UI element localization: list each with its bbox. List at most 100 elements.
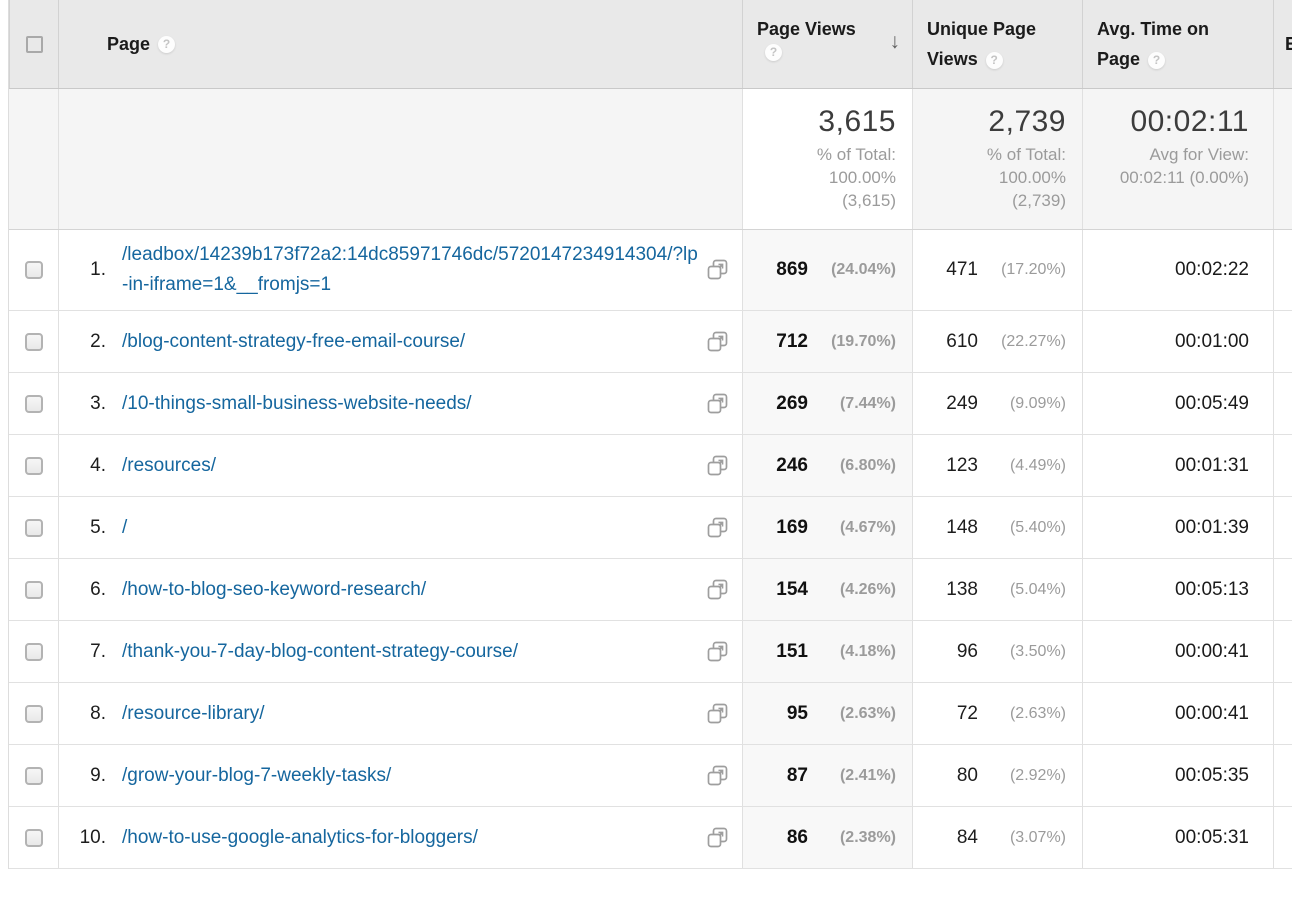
avg-time-value: 00:01:31 xyxy=(1082,435,1273,496)
unique-page-views-pct: (3.50%) xyxy=(1009,642,1066,660)
page-link[interactable]: /leadbox/14239b173f72a2:14dc85971746dc/5… xyxy=(122,244,698,295)
table-body: 1. /leadbox/14239b173f72a2:14dc85971746d… xyxy=(9,230,1292,869)
row-page-cell: 8. /resource-library/ xyxy=(58,683,742,744)
page-views-value: 86 xyxy=(786,826,808,848)
unique-page-views-value: 72 xyxy=(956,702,978,724)
help-icon[interactable]: ? xyxy=(158,35,176,53)
row-unique-page-views-cell: 72 (2.63%) xyxy=(912,683,1082,744)
row-checkbox[interactable] xyxy=(24,394,43,413)
open-in-new-icon[interactable] xyxy=(707,703,728,724)
row-check-cell xyxy=(9,621,58,682)
open-in-new-icon[interactable] xyxy=(707,517,728,538)
open-in-new-icon[interactable] xyxy=(707,579,728,600)
page-views-pct: (24.04%) xyxy=(831,261,896,278)
page-views-value: 95 xyxy=(786,702,808,724)
row-unique-page-views-cell: 123 (4.49%) xyxy=(912,435,1082,496)
row-unique-page-views-cell: 610 (22.27%) xyxy=(912,311,1082,372)
open-in-new-icon[interactable] xyxy=(707,455,728,476)
row-rank: 5. xyxy=(90,516,106,538)
page-views-value: 154 xyxy=(776,578,808,600)
page-link[interactable]: /how-to-blog-seo-keyword-research/ xyxy=(122,578,427,600)
unique-page-views-pct: (4.49%) xyxy=(1009,456,1066,474)
sort-descending-icon[interactable]: ↓ xyxy=(889,30,901,53)
row-page-views-cell: 95 (2.63%) xyxy=(742,683,912,744)
unique-page-views-value: 471 xyxy=(946,259,978,280)
row-page-views-cell: 269 (7.44%) xyxy=(742,373,912,434)
unique-page-views-pct: (22.27%) xyxy=(1001,332,1066,350)
row-checkbox[interactable] xyxy=(24,766,43,785)
column-header-unique-page-views[interactable]: Unique Page Views? xyxy=(912,0,1082,88)
page-views-pct: (19.70%) xyxy=(831,332,896,350)
row-checkbox[interactable] xyxy=(24,332,43,351)
unique-page-views-total: 2,739 xyxy=(988,105,1066,138)
avg-time-value: 00:02:22 xyxy=(1082,230,1273,310)
row-page-cell: 3. /10-things-small-business-website-nee… xyxy=(58,373,742,434)
unique-page-views-pct: (2.92%) xyxy=(1009,766,1066,784)
row-checkbox[interactable] xyxy=(24,518,43,537)
row-rank: 6. xyxy=(90,578,106,600)
row-page-views-cell: 87 (2.41%) xyxy=(742,745,912,806)
row-next-cell xyxy=(1273,621,1292,682)
help-icon[interactable]: ? xyxy=(765,44,782,61)
row-rank: 7. xyxy=(90,640,106,662)
open-in-new-icon[interactable] xyxy=(707,765,728,786)
unique-page-views-pct: (5.40%) xyxy=(1009,518,1066,536)
page-views-pct: (2.41%) xyxy=(839,766,896,784)
row-check-cell xyxy=(9,435,58,496)
row-checkbox[interactable] xyxy=(24,704,43,723)
table-row: 2. /blog-content-strategy-free-email-cou… xyxy=(9,311,1292,373)
row-unique-page-views-cell: 148 (5.40%) xyxy=(912,497,1082,558)
page-column-label: Page xyxy=(107,34,151,54)
open-in-new-icon[interactable] xyxy=(707,331,728,352)
table-header-row: Page ? Page Views? ↓ Unique Page Views? … xyxy=(9,0,1292,89)
column-header-page-views[interactable]: Page Views? ↓ xyxy=(742,0,912,88)
row-checkbox[interactable] xyxy=(24,642,43,661)
unique-page-views-pct: (17.20%) xyxy=(1001,261,1066,278)
page-link[interactable]: /resource-library/ xyxy=(122,702,265,724)
page-link[interactable]: /thank-you-7-day-blog-content-strategy-c… xyxy=(122,640,519,662)
help-icon[interactable]: ? xyxy=(985,52,1003,69)
page-link[interactable]: /grow-your-blog-7-weekly-tasks/ xyxy=(122,764,392,786)
page-views-value: 169 xyxy=(776,516,808,538)
unique-page-views-value: 610 xyxy=(946,330,978,352)
row-check-cell xyxy=(9,311,58,372)
help-icon[interactable]: ? xyxy=(1148,52,1166,69)
pages-report-table: Page ? Page Views? ↓ Unique Page Views? … xyxy=(8,0,1292,869)
row-unique-page-views-cell: 249 (9.09%) xyxy=(912,373,1082,434)
row-check-cell xyxy=(9,807,58,868)
row-rank: 1. xyxy=(90,259,106,280)
avg-time-value: 00:05:49 xyxy=(1082,373,1273,434)
row-next-cell xyxy=(1273,745,1292,806)
avg-time-value: 00:01:00 xyxy=(1082,311,1273,372)
unique-page-views-value: 96 xyxy=(956,640,978,662)
row-checkbox[interactable] xyxy=(24,828,43,847)
page-link[interactable]: /blog-content-strategy-free-email-course… xyxy=(122,330,466,352)
column-header-next-partial[interactable]: E xyxy=(1273,0,1292,88)
open-in-new-icon[interactable] xyxy=(707,259,728,280)
row-page-cell: 9. /grow-your-blog-7-weekly-tasks/ xyxy=(58,745,742,806)
page-views-pct: (7.44%) xyxy=(839,394,896,412)
row-rank: 4. xyxy=(90,454,106,476)
avg-time-column-label: Avg. Time on Page xyxy=(1097,19,1210,69)
page-link[interactable]: / xyxy=(122,516,128,538)
column-header-avg-time-on-page[interactable]: Avg. Time on Page? xyxy=(1082,0,1273,88)
open-in-new-icon[interactable] xyxy=(707,827,728,848)
page-link[interactable]: /10-things-small-business-website-needs/ xyxy=(122,392,472,414)
row-page-views-cell: 869 (24.04%) xyxy=(742,230,912,310)
page-link[interactable]: /how-to-use-google-analytics-for-blogger… xyxy=(122,826,478,848)
table-row: 10. /how-to-use-google-analytics-for-blo… xyxy=(9,807,1292,869)
table-row: 7. /thank-you-7-day-blog-content-strateg… xyxy=(9,621,1292,683)
row-checkbox[interactable] xyxy=(24,261,43,279)
row-checkbox[interactable] xyxy=(24,580,43,599)
row-page-views-cell: 86 (2.38%) xyxy=(742,807,912,868)
page-views-pct: (2.38%) xyxy=(839,828,896,846)
open-in-new-icon[interactable] xyxy=(707,641,728,662)
row-check-cell xyxy=(9,745,58,806)
page-link[interactable]: /resources/ xyxy=(122,454,216,476)
select-all-checkbox[interactable] xyxy=(25,35,43,53)
column-header-page[interactable]: Page ? xyxy=(58,0,742,88)
row-next-cell xyxy=(1273,311,1292,372)
unique-page-views-pct: (2.63%) xyxy=(1009,704,1066,722)
row-checkbox[interactable] xyxy=(24,456,43,475)
open-in-new-icon[interactable] xyxy=(707,393,728,414)
